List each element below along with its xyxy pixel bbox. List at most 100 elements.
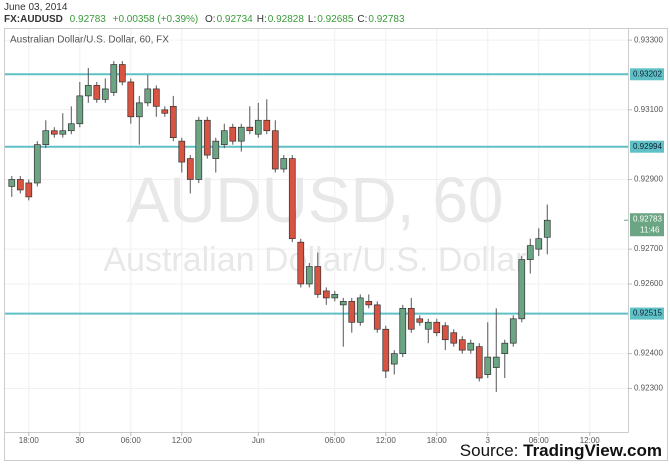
x-tick-label: 06:00 xyxy=(529,436,550,445)
candle-body xyxy=(373,304,381,330)
price-label-box xyxy=(630,140,664,153)
candle-body xyxy=(161,109,169,114)
candle-body xyxy=(297,241,305,285)
candle-body xyxy=(203,119,211,156)
candle-body xyxy=(305,266,313,285)
candle-body xyxy=(288,158,296,240)
candle-body xyxy=(93,85,101,100)
candle-body xyxy=(458,339,466,351)
y-tick-label: 0.92300 xyxy=(634,384,663,393)
candle-body xyxy=(59,130,67,135)
y-tick-label: 0.93300 xyxy=(634,35,663,44)
candle-body xyxy=(84,85,92,97)
candle-body xyxy=(33,144,41,184)
candle-body xyxy=(433,321,441,334)
candle-body xyxy=(467,342,475,351)
candle-body xyxy=(280,158,288,170)
candle-body xyxy=(509,318,517,344)
ohlc-label: L: xyxy=(307,14,317,25)
candle-body xyxy=(526,245,534,260)
candle-body xyxy=(237,126,245,142)
source-prefix: Source: xyxy=(459,441,519,460)
candle-body xyxy=(543,219,551,238)
price-label: 0.92515 xyxy=(633,309,662,318)
candle-body xyxy=(127,81,135,118)
candle-body xyxy=(135,102,143,118)
symbol: FX:AUDUSD xyxy=(4,14,63,25)
x-tick-label: 18:00 xyxy=(19,436,40,445)
ohlc-value: 0.92783 xyxy=(368,14,405,25)
candle-body xyxy=(450,332,458,344)
candle-body xyxy=(220,130,228,145)
price-label: 0.92994 xyxy=(633,142,662,151)
candle-body xyxy=(186,158,194,180)
candle-body xyxy=(475,346,483,379)
candle-body xyxy=(407,307,415,330)
price-label-box xyxy=(630,68,664,81)
candle-body xyxy=(416,318,424,323)
candle-body xyxy=(246,126,254,132)
last-price-label: 0.92783 xyxy=(633,214,662,223)
x-tick-label: Jun xyxy=(252,436,265,445)
candle-body xyxy=(390,353,398,365)
candle-body xyxy=(212,140,220,159)
x-tick-label: 18:00 xyxy=(427,436,448,445)
ohlc: O:0.92734 H:0.92828 L:0.92685 C:0.92783 xyxy=(205,14,409,25)
candle-body xyxy=(67,123,75,132)
candle-body xyxy=(25,182,33,198)
candle-body xyxy=(492,356,500,368)
x-tick-label: 06:00 xyxy=(325,436,346,445)
price-label-box xyxy=(630,307,664,320)
candle-body xyxy=(254,119,262,135)
ohlc-label: O: xyxy=(205,14,216,25)
source: Source: TradingView.com xyxy=(460,441,662,461)
quote-line: FX:AUDUSD 0.92783 +0.00358 (+0.39%) O:0.… xyxy=(4,14,413,25)
ohlc-value: 0.92734 xyxy=(216,14,253,25)
candle-body xyxy=(348,301,356,323)
candle-body xyxy=(322,290,330,299)
candle-body xyxy=(8,179,16,187)
candle-body xyxy=(518,259,526,320)
last-time-label: 11:46 xyxy=(640,225,660,234)
frame xyxy=(4,28,668,461)
candle-body xyxy=(76,95,84,125)
candle-body xyxy=(263,119,271,132)
date: June 03, 2014 xyxy=(4,2,68,13)
y-tick-label: 0.93100 xyxy=(634,105,663,114)
y-tick-label: 0.92400 xyxy=(634,349,663,358)
x-tick-label: 06:00 xyxy=(121,436,142,445)
candle-body xyxy=(110,64,118,93)
candle-body xyxy=(382,328,390,372)
watermark: AUDUSD, 60 xyxy=(127,164,504,236)
candle-body xyxy=(441,325,449,341)
candle-body xyxy=(314,266,322,295)
candle-body xyxy=(178,140,186,163)
ohlc-value: 0.92828 xyxy=(267,14,304,25)
candle-body xyxy=(144,88,152,104)
price-label: 0.93202 xyxy=(633,69,662,78)
candle-body xyxy=(356,297,364,323)
candle-body xyxy=(399,307,407,354)
y-tick-label: 0.92600 xyxy=(634,279,663,288)
price: 0.92783 xyxy=(69,14,106,25)
source-brand: TradingView.com xyxy=(523,441,662,460)
candle-body xyxy=(271,130,279,170)
candle-body xyxy=(339,301,347,306)
ohlc-label: C: xyxy=(357,14,368,25)
candle-body xyxy=(501,342,509,354)
candle-body xyxy=(152,88,160,107)
x-tick-label: 30 xyxy=(75,436,84,445)
candle-body xyxy=(169,105,177,139)
candle-body xyxy=(50,130,58,135)
candle-body xyxy=(365,301,373,306)
x-tick-label: 3 xyxy=(486,436,491,445)
candle-body xyxy=(118,64,126,83)
candle-body xyxy=(195,119,203,180)
last-price-box xyxy=(630,213,664,237)
change: +0.00358 (+0.39%) xyxy=(112,14,199,25)
y-tick-label: 0.92900 xyxy=(634,175,663,184)
candle-body xyxy=(101,88,109,100)
candle-body xyxy=(535,238,543,250)
